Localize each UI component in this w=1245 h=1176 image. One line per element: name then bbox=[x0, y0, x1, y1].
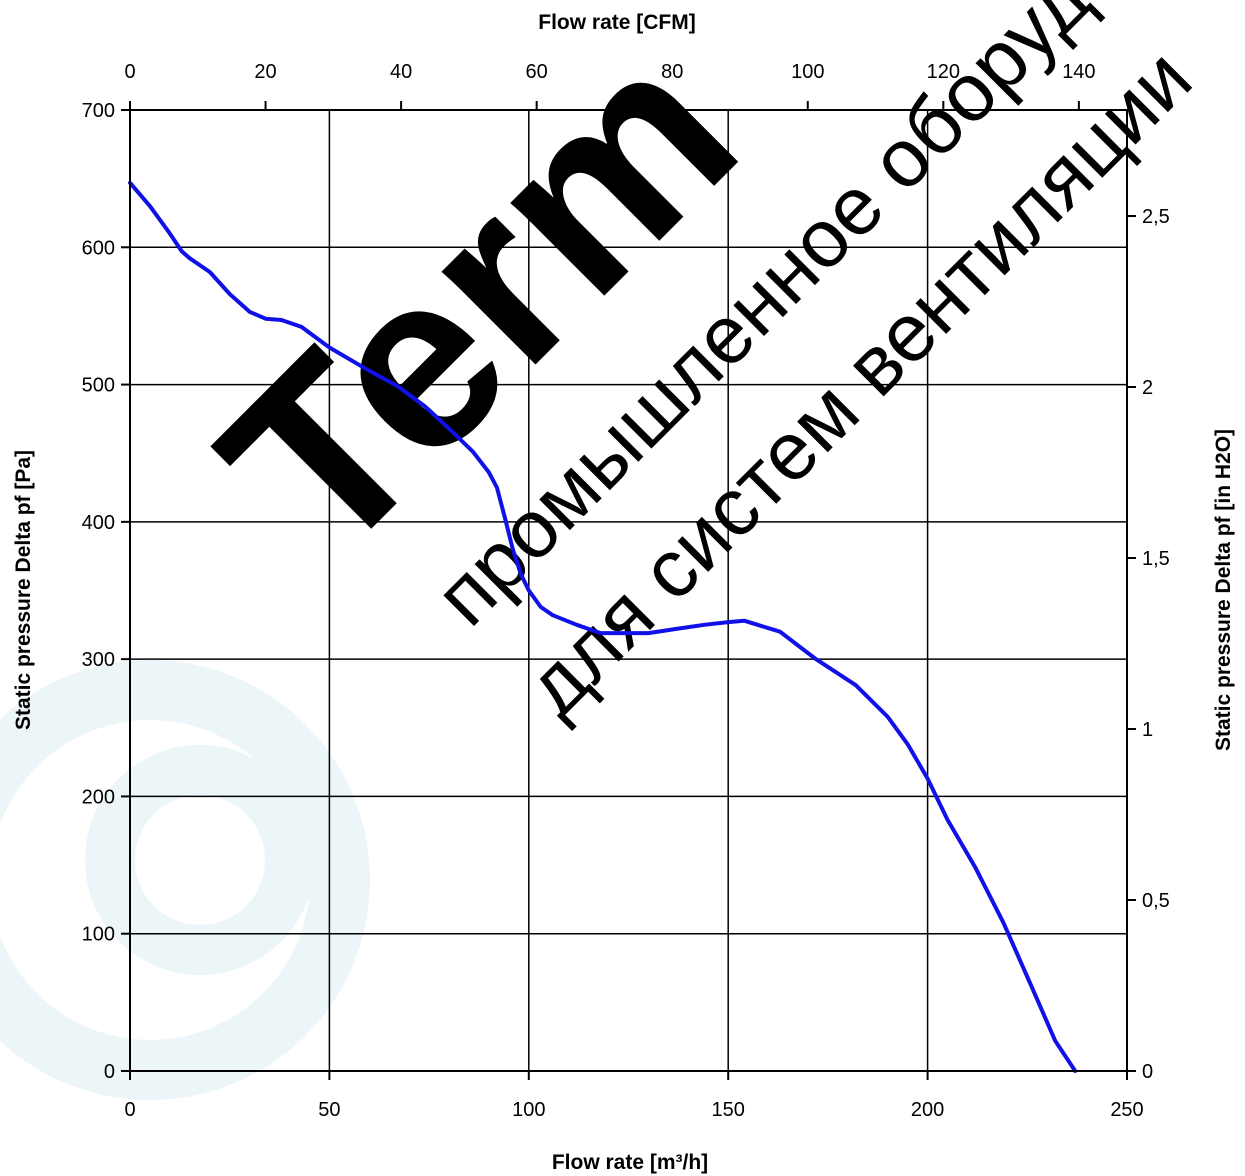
x-top-tick-label: 140 bbox=[1062, 61, 1095, 83]
x-tick-label: 200 bbox=[911, 1099, 944, 1121]
y-tick-label: 300 bbox=[82, 649, 115, 671]
x-top-tick-label: 120 bbox=[927, 61, 960, 83]
series-line-0 bbox=[128, 180, 1078, 1073]
x-tick-label: 250 bbox=[1110, 1099, 1143, 1121]
y-tick-label: 400 bbox=[82, 512, 115, 534]
x-top-tick-label: 100 bbox=[791, 61, 824, 83]
y-right-axis-title: Static pressure Delta pf [in H2O] bbox=[1212, 429, 1235, 751]
x-tick-label: 100 bbox=[512, 1099, 545, 1121]
y-axis-title: Static pressure Delta pf [Pa] bbox=[12, 450, 35, 730]
y-right-tick-label: 2 bbox=[1142, 377, 1153, 399]
y-tick-label: 100 bbox=[82, 924, 115, 946]
x-top-tick-label: 80 bbox=[661, 61, 683, 83]
x-tick-label: 50 bbox=[318, 1099, 340, 1121]
y-tick-label: 600 bbox=[82, 237, 115, 259]
x-tick-label: 150 bbox=[712, 1099, 745, 1121]
watermark-logo-ring-inner bbox=[85, 745, 315, 975]
y-tick-label: 0 bbox=[104, 1061, 115, 1083]
x-top-tick-label: 20 bbox=[254, 61, 276, 83]
x-axis-title: Flow rate [m³/h] bbox=[552, 1151, 708, 1174]
y-right-tick-label: 0 bbox=[1142, 1061, 1153, 1083]
x-top-tick-label: 60 bbox=[526, 61, 548, 83]
y-right-tick-label: 2,5 bbox=[1142, 206, 1170, 228]
y-tick-label: 500 bbox=[82, 375, 115, 397]
y-right-tick-label: 1,5 bbox=[1142, 548, 1170, 570]
data-layer bbox=[128, 180, 1078, 1073]
x-top-tick-label: 40 bbox=[390, 61, 412, 83]
x-tick-label: 0 bbox=[124, 1099, 135, 1121]
y-tick-label: 700 bbox=[82, 100, 115, 122]
watermark: Term промышленное оборудование для систе… bbox=[0, 0, 1245, 1100]
y-right-tick-label: 1 bbox=[1142, 719, 1153, 741]
x-top-tick-label: 0 bbox=[124, 61, 135, 83]
x-top-axis-title: Flow rate [CFM] bbox=[538, 11, 696, 34]
y-right-tick-label: 0,5 bbox=[1142, 890, 1170, 912]
plot-frame bbox=[129, 109, 1128, 1072]
y-tick-label: 200 bbox=[82, 786, 115, 808]
